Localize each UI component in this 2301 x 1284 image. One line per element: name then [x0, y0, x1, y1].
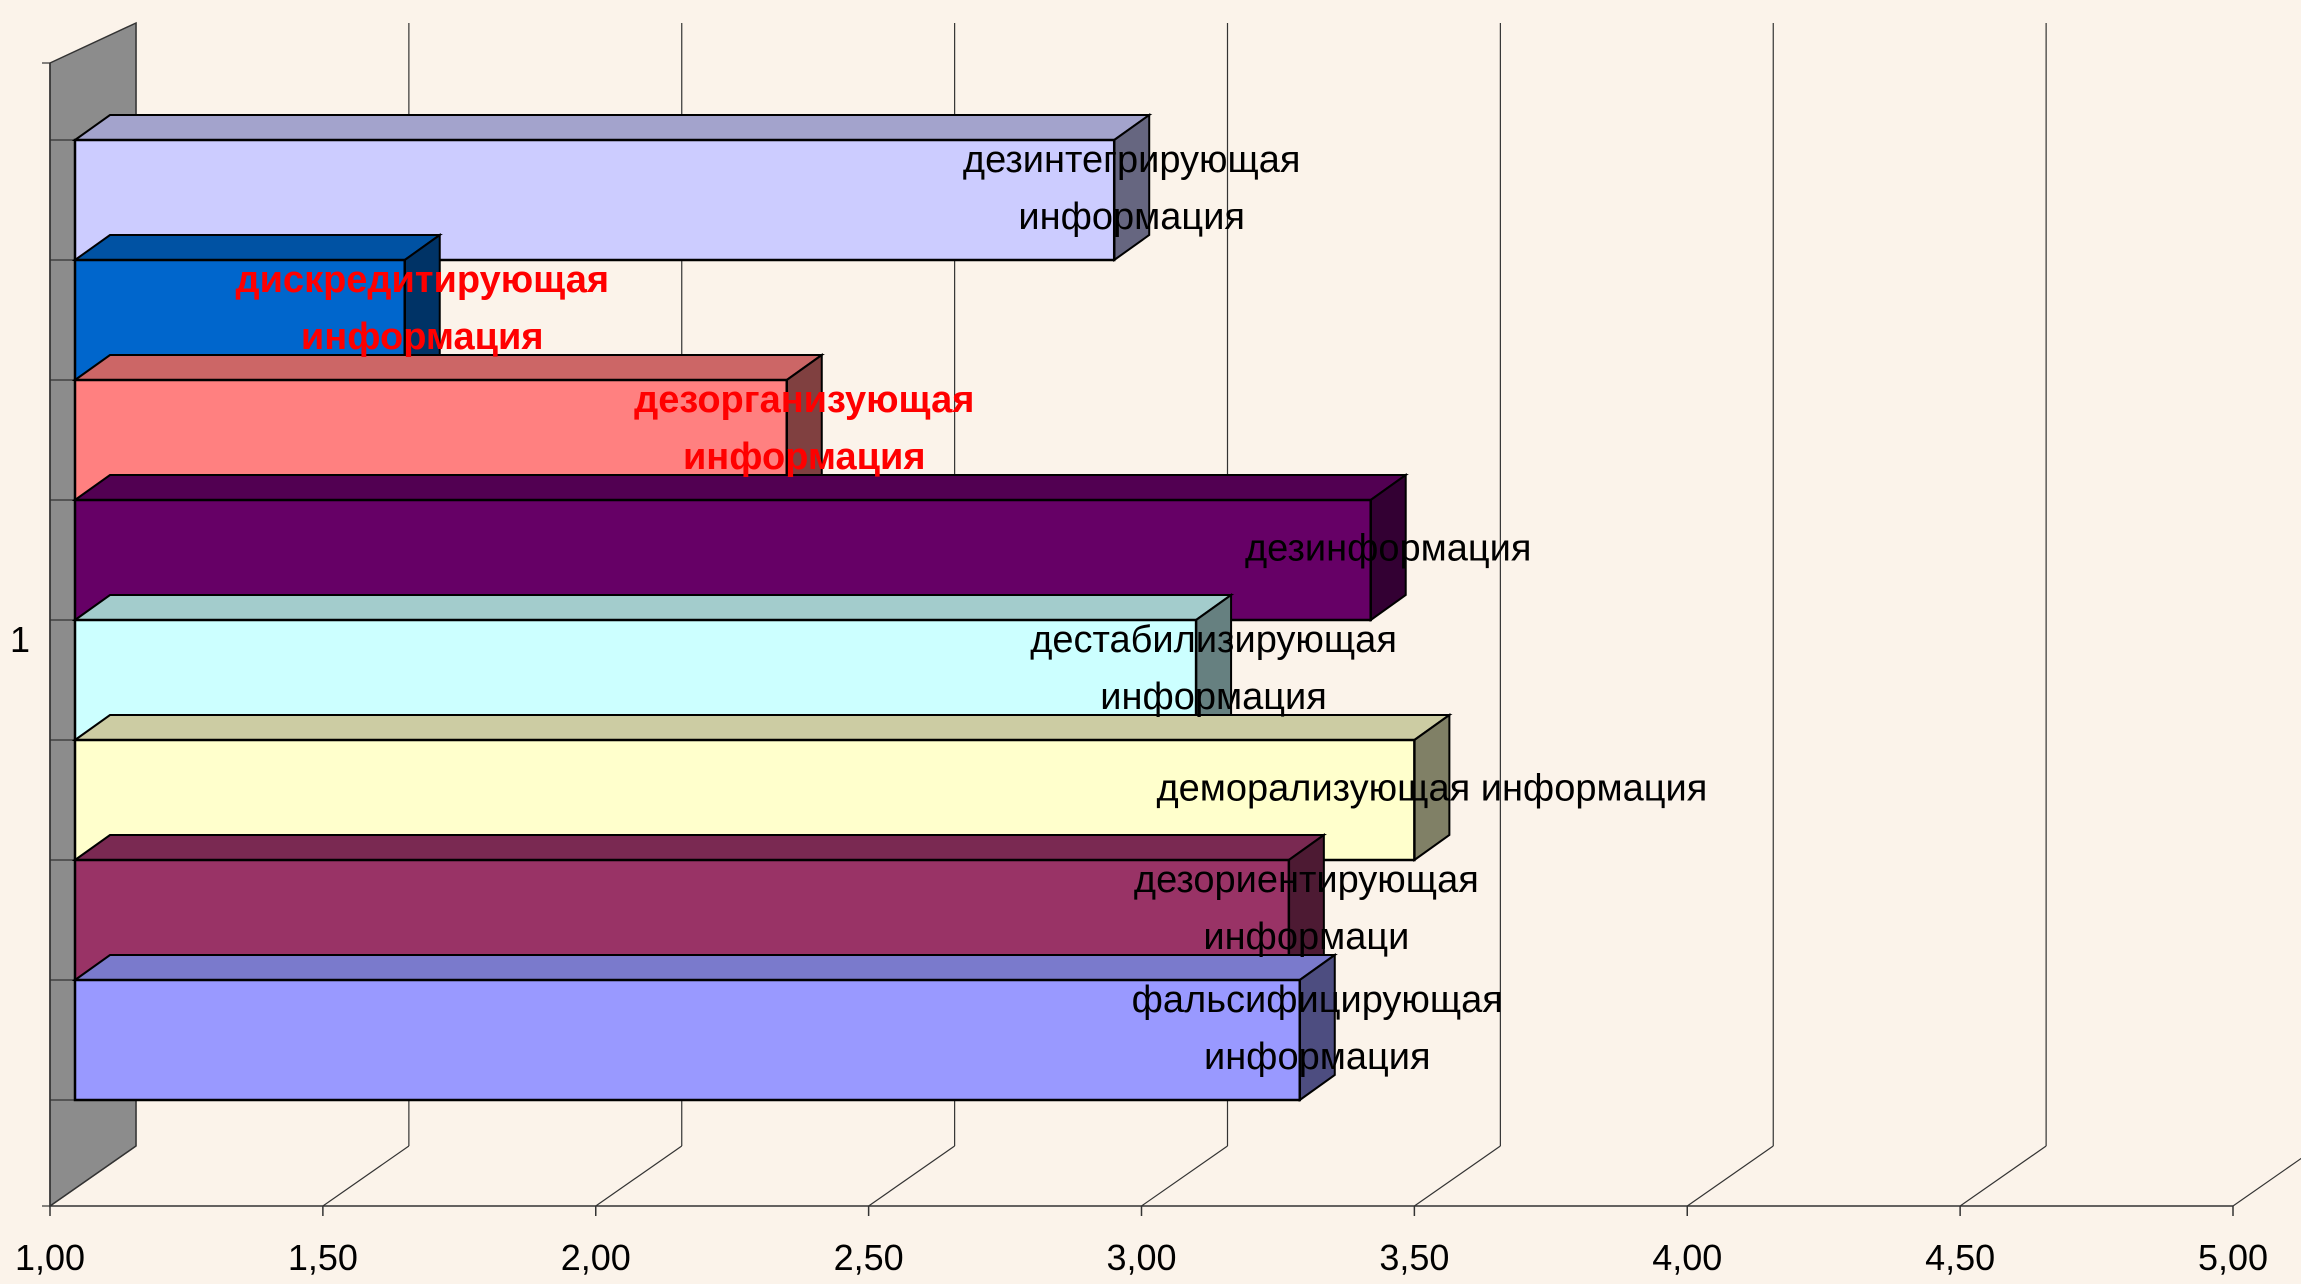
bar-data-label-line: информация — [683, 436, 926, 478]
bar-data-label-line: фальсифицирующая — [1132, 979, 1503, 1021]
floor-gridline — [1686, 1145, 1774, 1207]
x-tick-label: 1,50 — [288, 1237, 358, 1278]
bar-top-face — [71, 954, 1338, 981]
floor-gridline — [595, 1145, 683, 1207]
bar-top-face — [71, 114, 1153, 141]
bars — [71, 113, 1453, 1102]
bar-data-label-line: информация — [1204, 1036, 1431, 1078]
floor-gridline — [1141, 1145, 1228, 1207]
x-tick-label: 2,00 — [561, 1237, 631, 1278]
bar-data-label-line: информация — [1018, 196, 1245, 238]
bar-data-label-line: информация — [301, 316, 544, 358]
bar — [73, 978, 1302, 1102]
bar-data-label-line: дезорганизующая — [634, 379, 974, 421]
bar-side-face — [1298, 953, 1336, 1102]
floor-gridline — [1414, 1145, 1501, 1207]
bar-data-label-line: деморализующая информация — [1156, 768, 1707, 810]
x-tick-label: 2,50 — [834, 1237, 904, 1278]
bar-top-face — [71, 474, 1409, 501]
bar-data-label: дезориентирующая информаци — [1134, 859, 1479, 958]
x-tick-label: 1,00 — [15, 1237, 85, 1278]
floor-gridline — [2232, 1157, 2301, 1207]
x-tick-label: 5,00 — [2198, 1237, 2268, 1278]
bar-data-label-line: дезинтегрирующая — [963, 139, 1301, 181]
data-labels: дезинтегрирующая информациядискредитирующ… — [235, 139, 1707, 1078]
bar-data-label: дезорганизующая информация — [634, 379, 974, 478]
bar-data-label: дезинформация — [1245, 528, 1531, 570]
bar-data-label: дестабилизирующая информация — [1030, 619, 1397, 718]
bar-data-label-line: дезориентирующая — [1134, 859, 1479, 901]
x-tick-label: 3,00 — [1106, 1237, 1176, 1278]
bar-data-label: дезинтегрирующая информация — [963, 139, 1301, 238]
bar-top-face — [71, 354, 825, 381]
bar-top-face — [71, 594, 1235, 621]
bar-data-label-line: дезинформация — [1245, 528, 1531, 570]
axes: 1,00 1,50 2,00 2,50 3,00 3,50 4,00 4,50 5,00 1 — [10, 62, 2268, 1278]
bar-top-face — [71, 714, 1453, 741]
floor-gridline — [322, 1145, 410, 1207]
bar-data-label: дискредитирующая информация — [235, 259, 609, 358]
bar-side-face — [1113, 113, 1151, 262]
x-tick-label: 4,50 — [1925, 1237, 1995, 1278]
x-tick-label: 4,00 — [1652, 1237, 1722, 1278]
bar-data-label: фальсифицирующая информация — [1132, 979, 1503, 1078]
bar-data-label: деморализующая информация — [1156, 768, 1707, 810]
category-label: 1 — [10, 619, 30, 660]
bar-top-face — [71, 234, 443, 261]
bar-top-face — [71, 834, 1327, 861]
bar-data-label-line: дискредитирующая — [235, 259, 609, 301]
floor-gridline — [1959, 1145, 2047, 1207]
floor-gridline — [868, 1145, 955, 1207]
bar-data-label-line: информаци — [1203, 916, 1409, 958]
x-tick-label: 3,50 — [1379, 1237, 1449, 1278]
bar-data-label-line: дестабилизирующая — [1030, 619, 1397, 661]
bar-data-label-line: информация — [1100, 676, 1327, 718]
